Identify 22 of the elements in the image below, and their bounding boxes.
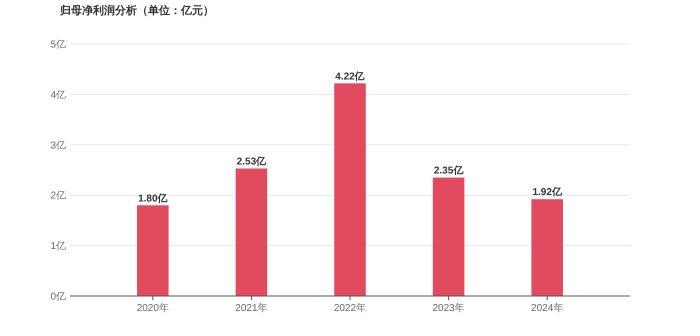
bar [137,205,169,296]
y-tick-label: 4亿 [50,90,66,101]
data-label: 1.80亿 [138,192,169,204]
y-tick-label: 3亿 [50,140,66,152]
x-tick-label: 2020年 [136,302,169,314]
data-label: 4.22亿 [335,70,366,82]
bar [236,168,268,296]
bar [531,199,563,296]
bar [334,83,366,296]
data-label: 2.35亿 [434,164,464,177]
chart-title: 归母净利润分析（单位：亿元） [59,4,214,17]
y-tick-label: 1亿 [50,241,66,252]
x-tick-label: 2022年 [334,302,366,314]
x-tick-label: 2024年 [531,302,564,314]
data-label: 1.92亿 [532,186,563,198]
y-tick-label: 5亿 [50,40,66,50]
x-tick-label: 2021年 [235,302,268,314]
data-label: 2.53亿 [236,155,268,168]
y-tick-label: 2亿 [50,190,66,202]
bar [432,178,464,296]
y-tick-label: 0亿 [50,292,66,302]
x-tick-label: 2023年 [432,302,465,314]
